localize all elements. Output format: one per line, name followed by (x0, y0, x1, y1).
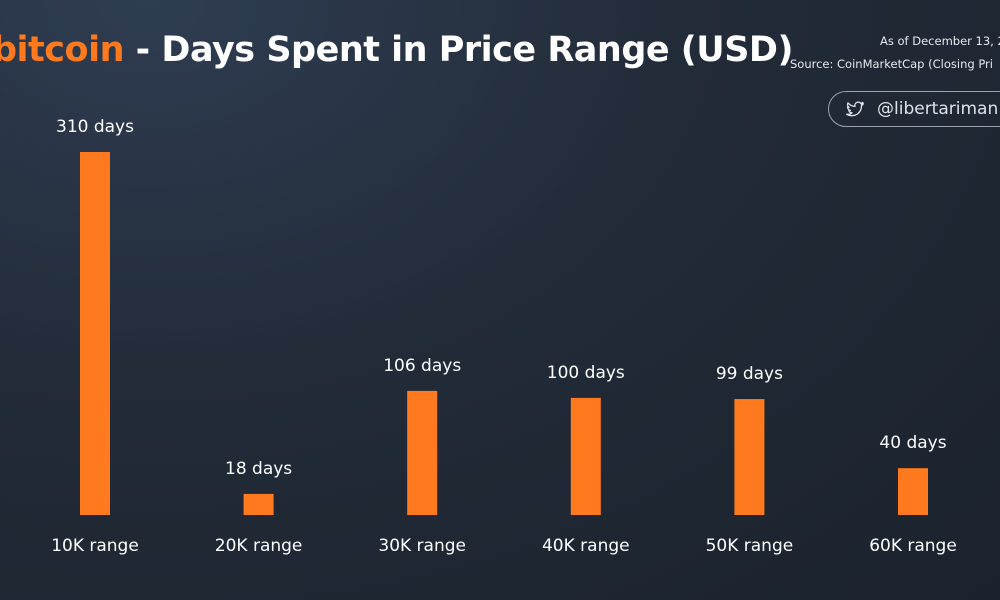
bar-20k-range (243, 493, 274, 515)
category-label: 50K range (706, 536, 794, 556)
social-handle-badge: @libertariman (828, 91, 1000, 127)
source-note: Source: CoinMarketCap (Closing Pri (790, 57, 993, 71)
category-label: 40K range (542, 536, 630, 556)
chart-title: bitcoin - Days Spent in Price Range (USD… (0, 30, 793, 70)
bar-10k-range (80, 152, 110, 515)
title-accent: bitcoin (0, 30, 125, 70)
bar-60k-range (898, 468, 928, 515)
bar-50k-range (734, 399, 765, 515)
bar-30k-range (407, 390, 438, 515)
category-label: 10K range (51, 536, 139, 556)
handle-text: @libertariman (877, 99, 999, 119)
category-label: 20K range (215, 536, 303, 556)
data-label: 106 days (383, 356, 461, 376)
twitter-icon (846, 101, 864, 117)
data-label: 310 days (56, 117, 134, 137)
data-label: 18 days (225, 459, 292, 479)
data-label: 100 days (547, 363, 625, 383)
title-rest: - Days Spent in Price Range (USD) (124, 30, 794, 70)
category-label: 30K range (378, 536, 466, 556)
data-label: 99 days (716, 364, 783, 384)
data-label: 40 days (879, 433, 946, 453)
chart-meta: As of December 13, 2 Source: CoinMarketC… (790, 34, 1000, 80)
bar-40k-range (570, 397, 601, 515)
category-label: 60K range (869, 536, 957, 556)
as-of-date: As of December 13, 2 (880, 34, 1000, 48)
